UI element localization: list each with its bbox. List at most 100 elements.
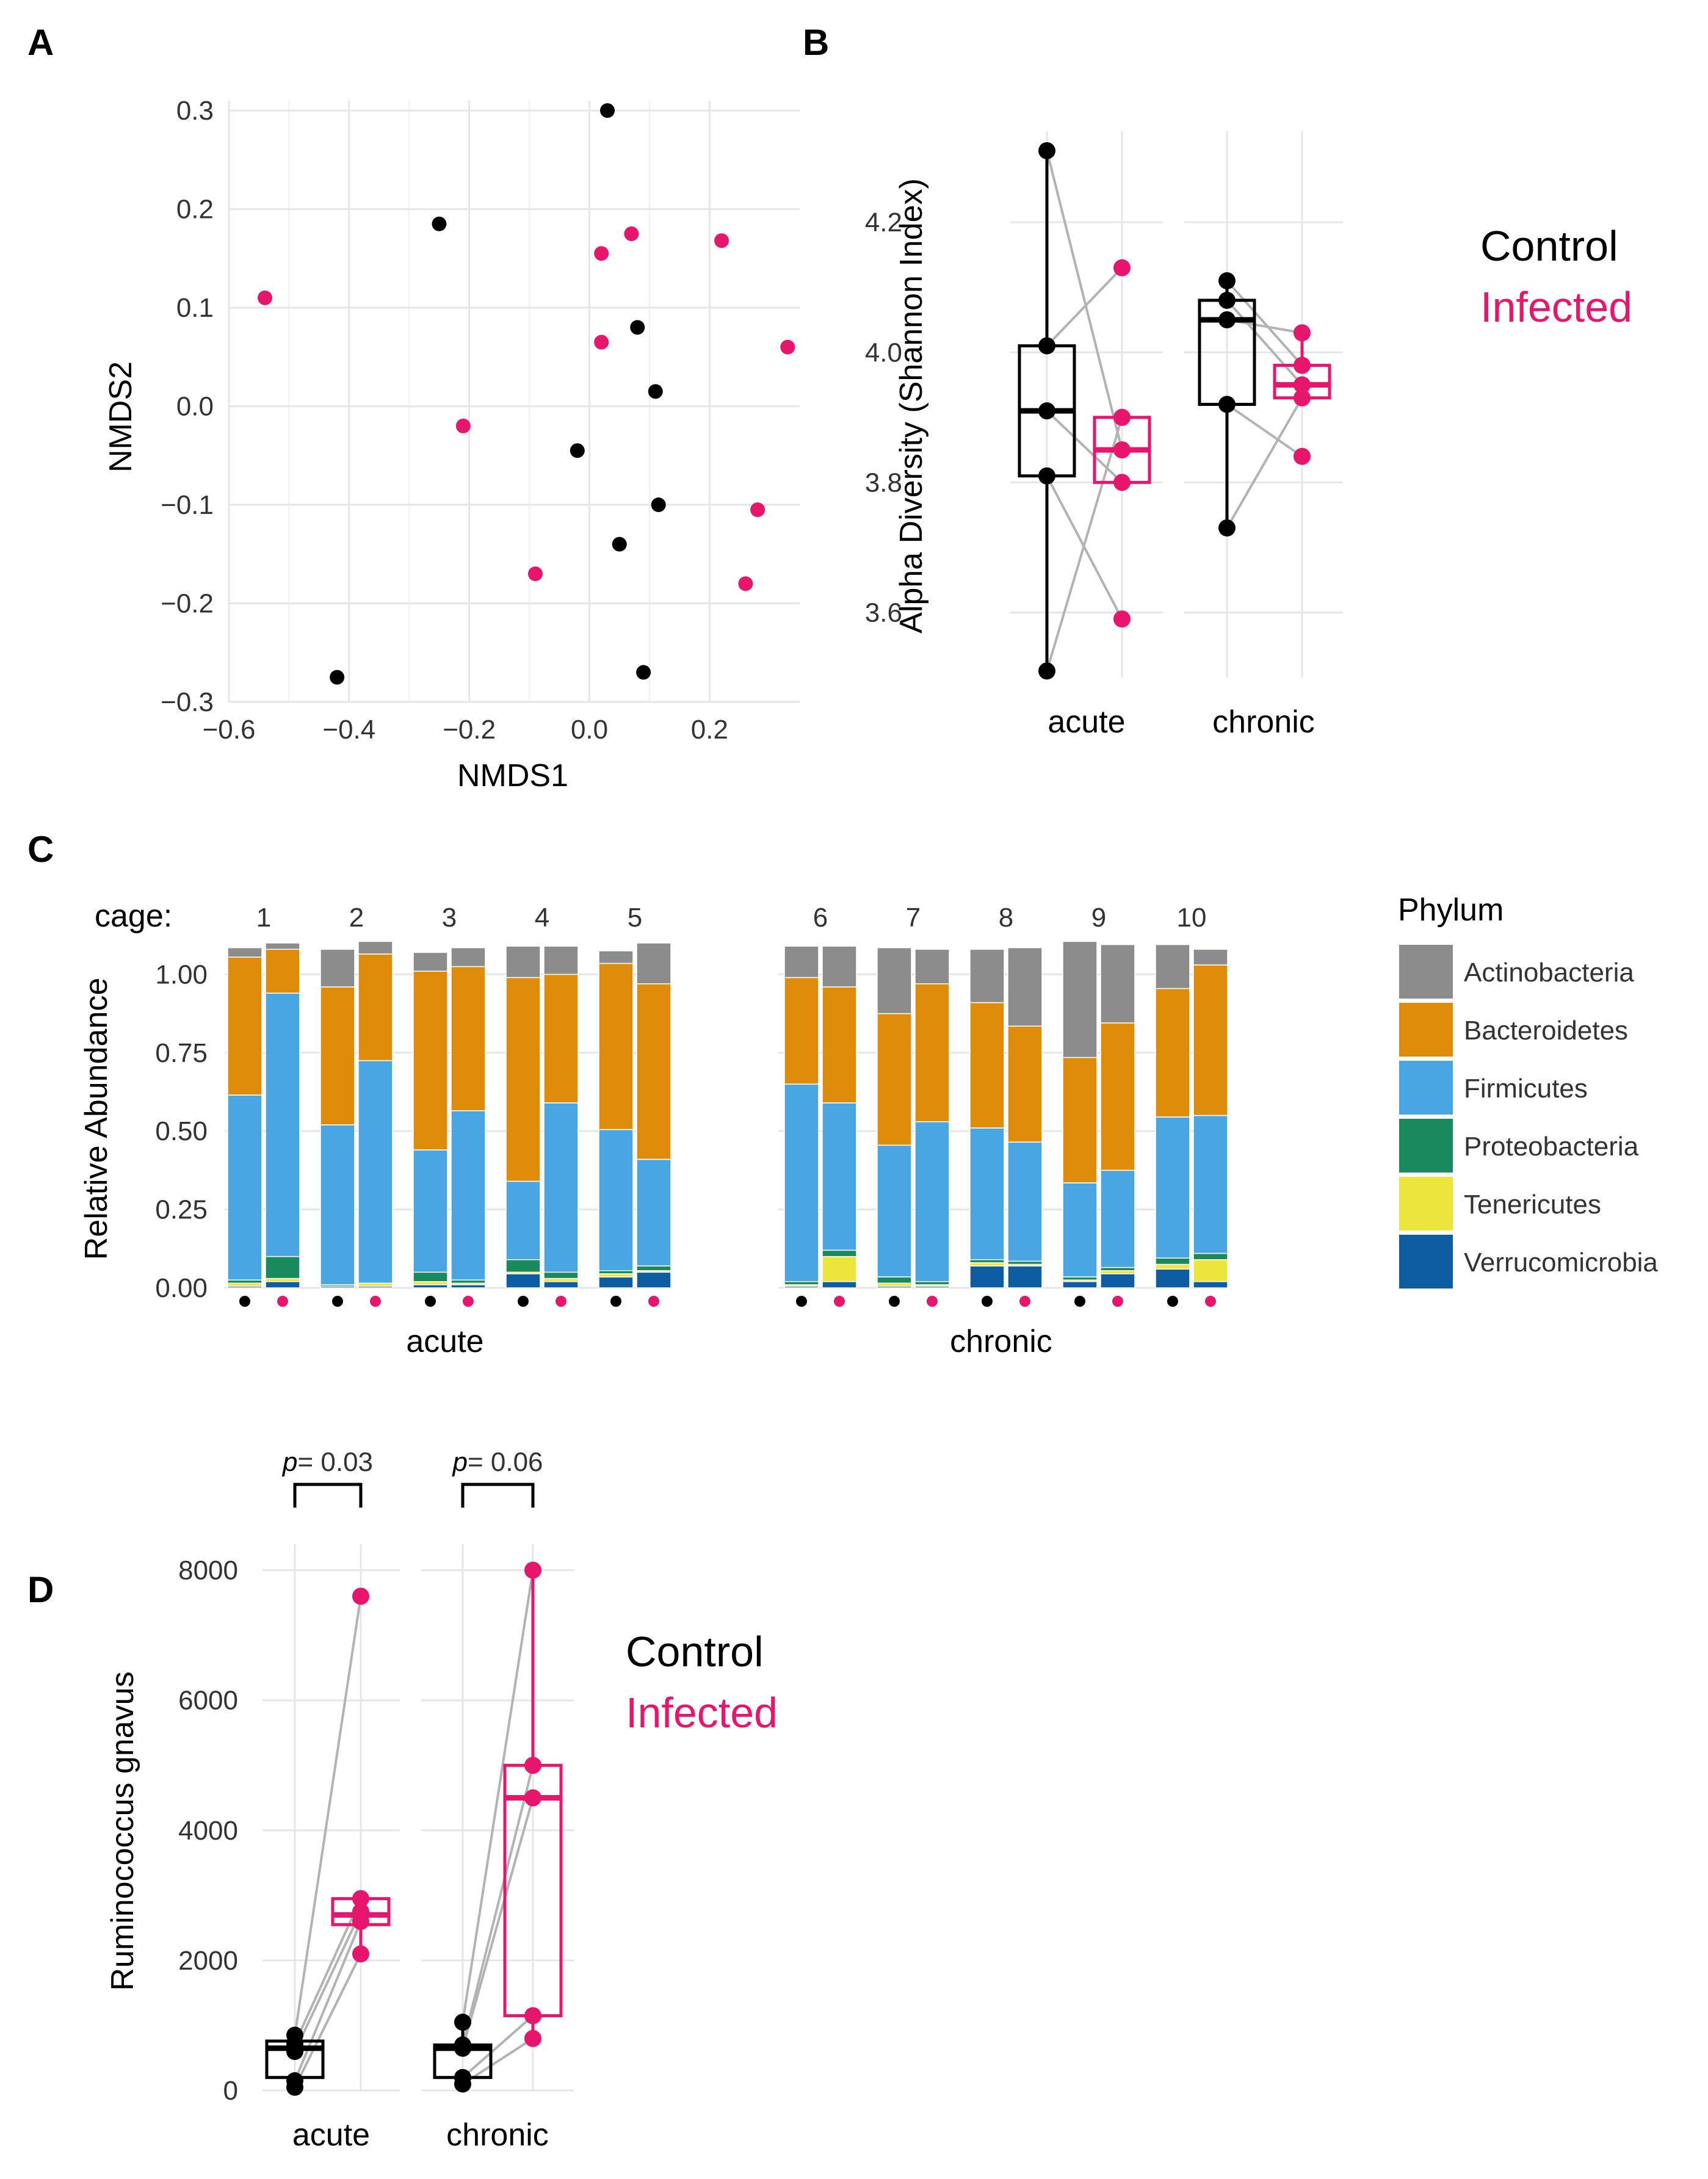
a-x-tick-label: −0.4	[322, 715, 375, 745]
c-legend-swatch-bacteroidetes	[1399, 1003, 1453, 1057]
c-bar-segment-actinobacteria	[877, 947, 912, 1014]
c-control-dot	[889, 1296, 900, 1307]
panel-b-grid	[1010, 131, 1343, 678]
a-y-tick-label: 0.3	[176, 96, 214, 126]
b-control-point	[1218, 311, 1236, 328]
b-infected-point	[1113, 474, 1131, 491]
panel-c-bars	[227, 941, 1228, 1288]
panel-b-pair-lines	[1046, 150, 1303, 671]
c-cage-number: 6	[813, 903, 828, 933]
c-bar-segment-tenericutes	[969, 1262, 1005, 1267]
c-bar-segment-tenericutes	[598, 1273, 634, 1277]
a-y-tick-label: −0.2	[161, 589, 214, 619]
panel-d-y-axis-title: Ruminococcus gnavus	[105, 1671, 140, 1990]
c-bar-segment-bacteroidetes	[227, 956, 262, 1096]
c-cage-number: 3	[442, 903, 457, 933]
c-legend-swatch-proteobacteria	[1399, 1119, 1453, 1173]
d-infected-point	[352, 1945, 369, 1963]
d-y-tick-label: 8000	[178, 1556, 238, 1586]
c-bar-segment-actinobacteria	[822, 945, 857, 988]
panel-c-cage-label: cage:	[95, 898, 172, 934]
c-infected-dot	[1112, 1296, 1123, 1307]
c-bar-segment-proteobacteria	[914, 1281, 950, 1285]
b-pair-line	[1226, 299, 1303, 386]
panel-c-group-dots	[239, 1296, 1216, 1307]
d-significance-bracket	[461, 1483, 535, 1508]
d-pair-line	[461, 2014, 534, 2079]
a-control-point	[570, 443, 585, 458]
c-cage-number: 1	[256, 903, 271, 933]
c-y-tick-label: 0.50	[155, 1116, 208, 1146]
d-pair-line	[461, 1570, 534, 2023]
c-bar-segment-bacteroidetes	[1100, 1022, 1135, 1171]
c-control-dot	[610, 1296, 621, 1307]
d-p-value-label: p= 0.06	[451, 1447, 543, 1477]
c-legend-label-firmicutes: Firmicutes	[1464, 1074, 1588, 1104]
d-infected-point	[352, 1890, 369, 1907]
b-infected-point	[1113, 408, 1131, 426]
c-legend-label-bacteroidetes: Bacteroidetes	[1464, 1016, 1628, 1046]
panel-d-legend-infected: Infected	[626, 1689, 778, 1736]
d-infected-point	[524, 1561, 541, 1579]
b-control-point	[1218, 292, 1236, 309]
c-bar-segment-firmicutes	[1100, 1169, 1135, 1268]
c-legend-swatch-firmicutes	[1399, 1061, 1453, 1115]
panel-d-points	[286, 1561, 541, 2096]
b-pair-line	[1226, 397, 1303, 529]
panel-b-y-axis-title: Alpha Diversity (Shannon Index)	[894, 178, 929, 634]
c-bar-segment-verrucomicrobia	[1007, 1265, 1043, 1288]
c-cage-number: 4	[535, 903, 549, 933]
d-pair-line	[294, 1953, 362, 2088]
a-y-tick-label: 0.0	[176, 392, 214, 422]
c-legend-label-tenericutes: Tenericutes	[1464, 1190, 1601, 1220]
d-control-point	[454, 2075, 471, 2093]
c-bar-segment-firmicutes	[598, 1129, 634, 1271]
c-bar-segment-actinobacteria	[1062, 941, 1098, 1058]
panel-a-y-axis-title: NMDS2	[103, 361, 139, 472]
c-cage-number: 7	[906, 903, 921, 933]
c-bar-segment-bacteroidetes	[969, 1002, 1005, 1129]
a-control-point	[651, 497, 666, 513]
b-pair-line	[1226, 403, 1303, 458]
d-p-value-label: p= 0.03	[281, 1447, 373, 1477]
d-infected-point	[352, 1912, 369, 1930]
c-infected-dot	[277, 1296, 288, 1307]
a-y-tick-label: 0.2	[176, 195, 214, 225]
c-bar-segment-firmicutes	[358, 1060, 393, 1284]
c-bar-segment-proteobacteria	[598, 1270, 634, 1274]
c-y-tick-label: 1.00	[155, 959, 208, 989]
c-bar-segment-proteobacteria	[877, 1276, 912, 1284]
panel-a-tick-labels: −0.6 −0.4 −0.2 0.0 0.2 0.3 0.2 0.1 0.0 −0.1 −0.2 −0…	[161, 96, 728, 745]
c-bar-segment-verrucomicrobia	[636, 1271, 671, 1288]
c-bar-segment-proteobacteria	[636, 1265, 671, 1271]
d-infected-point	[524, 2007, 541, 2025]
b-y-tick-label: 3.6	[865, 598, 902, 627]
panel-b-legend-infected: Infected	[1480, 283, 1632, 331]
a-infected-point	[738, 576, 753, 591]
b-control-point	[1218, 272, 1236, 290]
b-infected-point	[1113, 259, 1131, 276]
c-bar-segment-actinobacteria	[265, 942, 300, 950]
a-x-tick-label: −0.2	[443, 715, 496, 745]
panel-letter-b: B	[803, 22, 829, 63]
c-bar-segment-bacteroidetes	[1155, 988, 1190, 1118]
d-infected-point	[352, 1588, 369, 1605]
a-x-tick-label: 0.2	[691, 715, 728, 745]
c-bar-segment-verrucomicrobia	[265, 1281, 300, 1288]
c-bar-segment-actinobacteria	[784, 945, 819, 978]
d-infected-point	[524, 2029, 541, 2047]
d-control-point	[286, 2078, 303, 2096]
d-pair-line	[294, 1911, 362, 2052]
c-bar-segment-verrucomicrobia	[543, 1281, 579, 1288]
c-infected-dot	[1205, 1296, 1216, 1307]
c-bar-segment-actinobacteria	[914, 949, 950, 985]
c-bar-segment-bacteroidetes	[543, 974, 579, 1104]
b-facet-label: chronic	[1212, 704, 1315, 740]
c-bar-segment-firmicutes	[1062, 1182, 1098, 1277]
c-infected-dot	[927, 1296, 938, 1307]
c-bar-segment-verrucomicrobia	[451, 1284, 486, 1288]
d-significance-bracket	[293, 1483, 363, 1508]
b-control-point	[1038, 662, 1055, 680]
